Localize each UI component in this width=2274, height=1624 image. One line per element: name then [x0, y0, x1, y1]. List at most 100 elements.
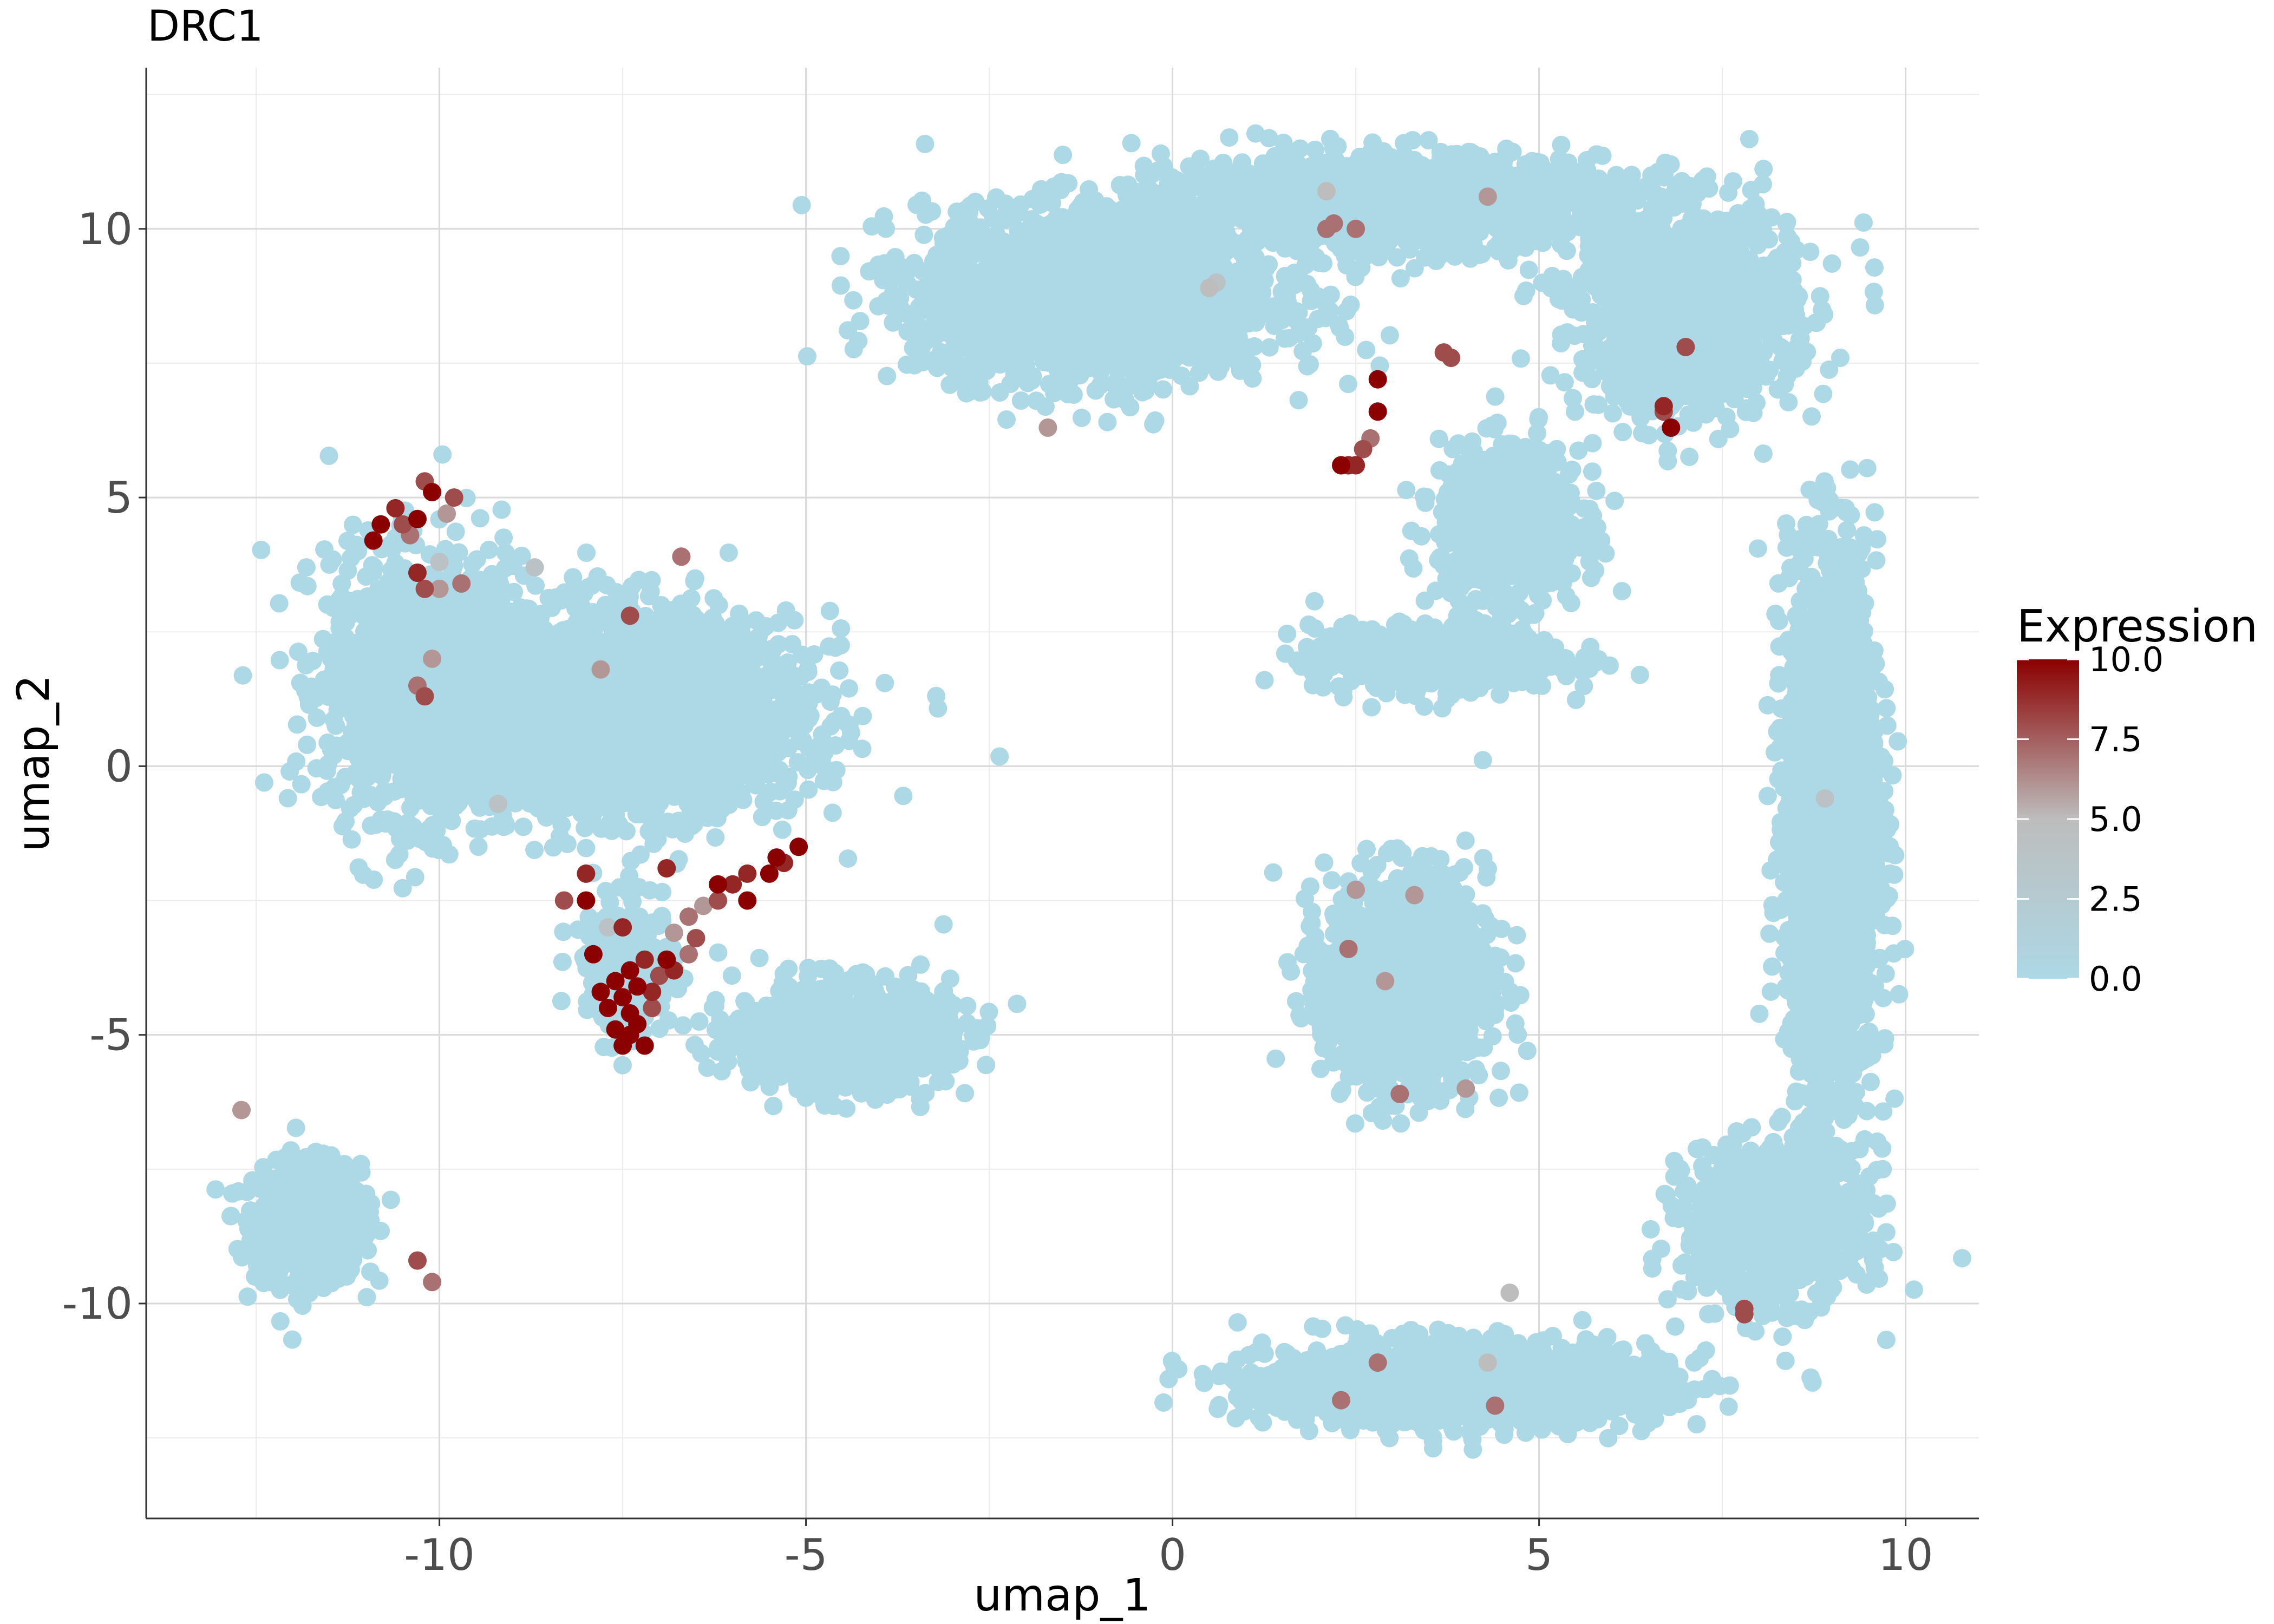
cell-point: [776, 601, 795, 620]
cell-point: [667, 783, 686, 802]
cell-point: [558, 778, 577, 797]
cell-point: [465, 716, 484, 735]
cell-point: [577, 543, 596, 562]
cell-point: [361, 1262, 380, 1281]
cell-point: [357, 1288, 376, 1307]
cell-points-background: [206, 124, 1971, 1459]
cell-point: [493, 665, 512, 684]
cell-point: [286, 1118, 305, 1137]
cell-point: [627, 742, 645, 761]
cell-point: [745, 665, 764, 684]
cell-point: [611, 782, 630, 801]
cell-point: [368, 793, 387, 811]
cell-point: [468, 793, 487, 811]
cell-point: [564, 568, 583, 587]
cell-point: [352, 666, 371, 685]
cell-point: [307, 1180, 326, 1199]
cell-point: [389, 756, 408, 775]
cell-point: [324, 1165, 343, 1184]
cell-point: [393, 718, 411, 737]
cell-point: [336, 812, 355, 831]
cell-point: [640, 652, 659, 671]
cell-point: [546, 588, 565, 607]
cell-point: [381, 1190, 400, 1209]
cell-point: [390, 821, 409, 840]
cell-point: [423, 709, 442, 728]
cell-point: [324, 659, 343, 678]
cell-point: [371, 605, 390, 624]
cell-point: [541, 788, 560, 807]
cell-point: [324, 1220, 343, 1239]
cell-point: [495, 717, 514, 736]
cell-point: [753, 808, 772, 827]
cell-point: [385, 850, 404, 869]
cell-point: [293, 1296, 312, 1315]
cell-point: [469, 837, 488, 856]
cell-point: [326, 716, 345, 735]
cell-point: [471, 820, 490, 839]
cell-point: [297, 558, 316, 577]
cell-point: [449, 772, 468, 791]
cell-point: [460, 611, 479, 630]
cell-point: [699, 631, 718, 650]
cell-point: [351, 783, 370, 802]
cell-point: [295, 1229, 313, 1248]
cell-point: [467, 550, 486, 569]
cell-point: [671, 626, 690, 645]
cell-point: [520, 755, 539, 774]
cell-point: [318, 782, 337, 801]
cell-point: [839, 849, 858, 868]
cell-point: [648, 829, 667, 848]
cell-point: [453, 654, 472, 673]
cell-point: [283, 1330, 302, 1349]
cell-point: [464, 677, 483, 696]
cell-point: [685, 672, 704, 691]
cell-point: [319, 687, 338, 706]
cell-point: [853, 739, 872, 758]
cell-point: [551, 646, 570, 665]
cell-point: [990, 747, 1009, 766]
cell-point: [326, 1246, 345, 1265]
cell-point: [287, 715, 306, 734]
cell-point: [326, 632, 345, 651]
cell-point: [239, 1209, 258, 1228]
cell-point: [393, 879, 412, 898]
cell-point: [631, 845, 650, 864]
cell-point: [471, 509, 489, 528]
cell-point: [445, 686, 464, 705]
cell-point: [270, 594, 289, 613]
cell-point: [601, 813, 620, 831]
cell-point: [229, 1182, 248, 1201]
cell-point: [823, 685, 842, 704]
cell-point: [358, 1241, 377, 1260]
cell-point: [375, 700, 394, 719]
cell-point: [677, 599, 696, 618]
cell-point: [233, 1248, 251, 1267]
cell-point: [221, 1207, 240, 1226]
cell-point: [284, 1255, 303, 1274]
cell-point: [720, 672, 739, 690]
cell-point: [783, 635, 802, 653]
cell-point: [544, 838, 563, 857]
cell-point: [351, 604, 370, 622]
cell-point: [564, 738, 583, 757]
chart-title: DRC1: [147, 2, 263, 51]
cell-point: [442, 811, 461, 830]
cell-point: [520, 794, 539, 813]
cell-point: [778, 773, 797, 792]
cell-point: [349, 765, 367, 784]
cell-point: [482, 565, 501, 584]
cell-point: [376, 660, 395, 679]
cell-point: [357, 1184, 376, 1203]
cell-point: [416, 724, 435, 743]
cell-point: [773, 739, 792, 758]
cell-point: [312, 1204, 331, 1223]
cell-point: [826, 638, 845, 657]
plot-panel: [145, 68, 1979, 1520]
cell-point: [318, 734, 337, 752]
cell-point: [478, 619, 496, 638]
cell-point: [756, 617, 775, 636]
cell-point: [588, 567, 607, 586]
cell-point: [773, 820, 792, 839]
cell-point: [298, 735, 317, 754]
